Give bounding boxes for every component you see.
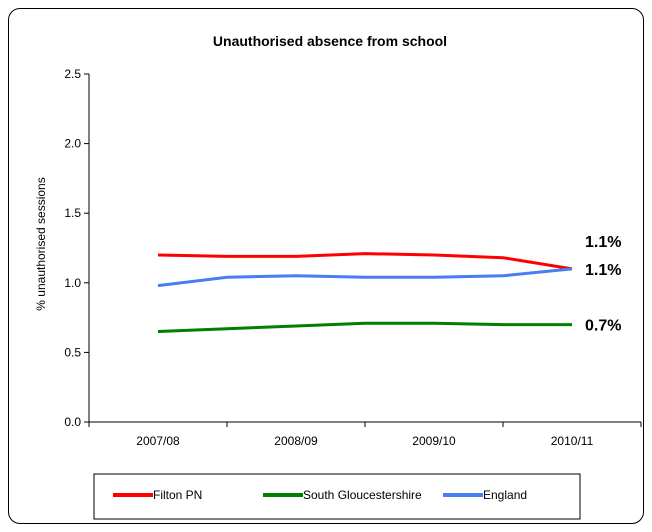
x-tick-label: 2008/09 [274, 434, 318, 448]
y-tick-label: 2.5 [64, 67, 81, 81]
x-tick-label: 2009/10 [412, 434, 456, 448]
series-line-south-gloucestershire [157, 321, 572, 333]
y-tick-label: 2.0 [64, 137, 81, 151]
chart-title: Unauthorised absence from school [213, 33, 447, 49]
series-layer [157, 252, 573, 333]
y-tick-label: 1.5 [64, 206, 81, 220]
y-tick-label: 1.0 [64, 276, 81, 290]
y-axis-label: % unauthorised sessions [34, 177, 48, 310]
legend-label: England [483, 488, 527, 502]
end-labels: 1.1% 0.7% 1.1% [585, 234, 621, 335]
series-line-filton-pn [157, 252, 573, 271]
end-label-south-gloucestershire: 0.7% [585, 318, 621, 335]
end-label-filton-pn: 1.1% [585, 234, 621, 251]
y-tick-label: 0.0 [64, 415, 81, 429]
axes: 0.0 0.5 1.0 1.5 2.0 2.5 2007/08 2008/09 2009/10 2… [64, 67, 642, 448]
series-line-england [157, 267, 573, 288]
x-tick-label: 2007/08 [136, 434, 180, 448]
end-label-england: 1.1% [585, 262, 621, 279]
chart-frame [8, 8, 644, 524]
legend: Filton PN South Gloucestershire England [93, 473, 581, 520]
legend-box [93, 473, 581, 520]
x-tick-label: 2010/11 [551, 434, 594, 448]
legend-label: South Gloucestershire [303, 488, 422, 502]
legend-label: Filton PN [153, 488, 202, 502]
y-tick-label: 0.5 [64, 345, 81, 359]
